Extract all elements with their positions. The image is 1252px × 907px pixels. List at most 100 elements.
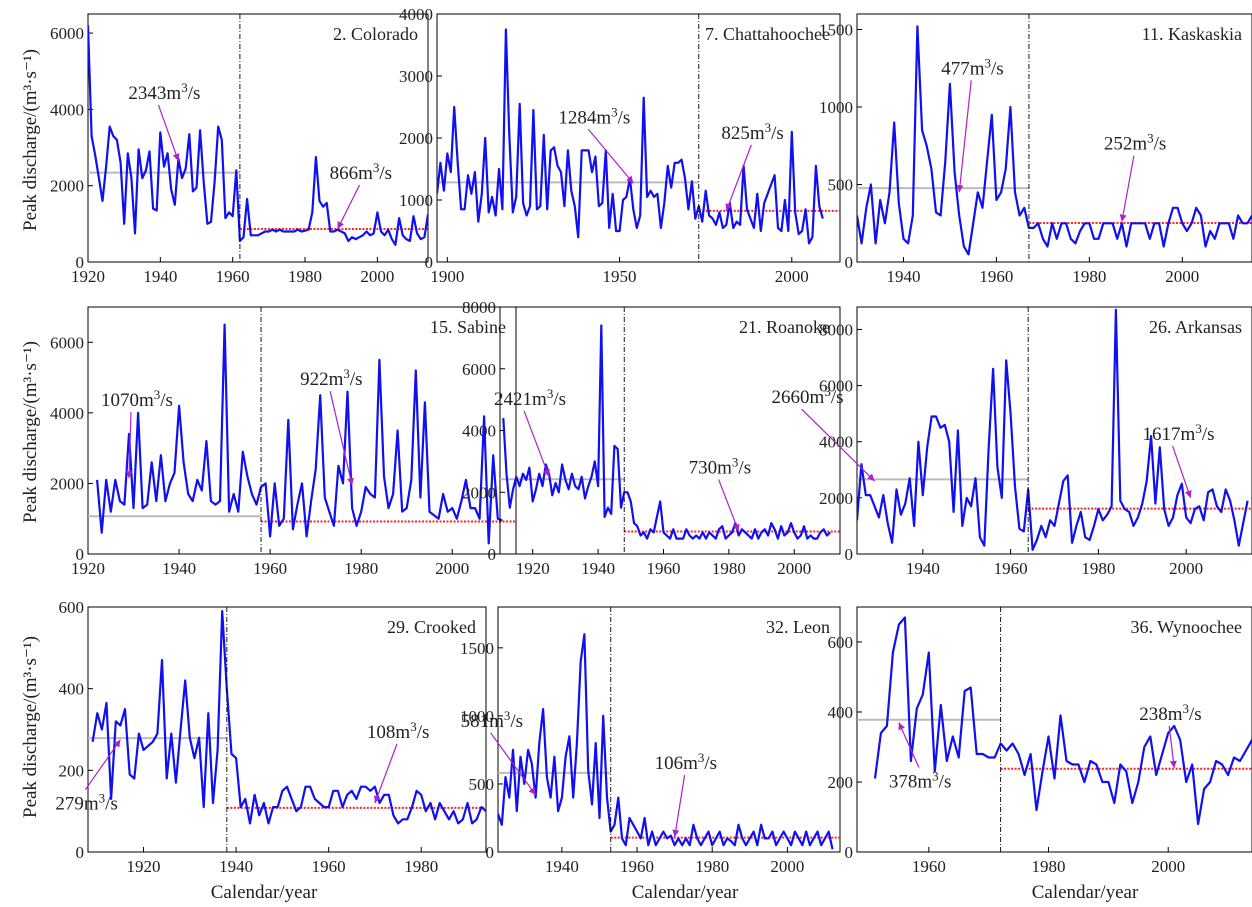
x-tick-label: 2000 <box>775 267 809 286</box>
y-tick-label: 2000 <box>50 474 84 493</box>
annotation-arrow-head <box>125 471 133 479</box>
y-tick-label: 8000 <box>819 320 853 339</box>
y-axis-label-row-2: Peak discharge/(m³·s⁻¹) <box>20 341 41 523</box>
annotation-arrow-line <box>337 184 361 230</box>
panel-title: 7. Chattahoochee <box>705 24 830 44</box>
x-axis-label-col-2: Calendar/year <box>632 882 739 903</box>
annotation-arrow-head <box>732 523 740 532</box>
annotation-label: 279m3/s <box>55 791 117 815</box>
x-tick-label: 1960 <box>979 267 1013 286</box>
y-tick-label: 2000 <box>819 489 853 508</box>
panel-title: 21. Roanoke <box>739 317 830 337</box>
annotation-arrow-line <box>128 412 132 479</box>
x-tick-label: 2000 <box>1165 267 1199 286</box>
x-tick-label: 1940 <box>581 559 615 578</box>
plot-area <box>857 25 1252 256</box>
y-tick-label: 3000 <box>399 67 433 86</box>
annotation-arrow-head <box>626 175 634 184</box>
y-tick-label: 6000 <box>50 333 84 352</box>
x-tick-label: 1940 <box>906 559 940 578</box>
annotation-label: 1070m3/s <box>101 387 173 411</box>
y-tick-label: 1000 <box>399 191 433 210</box>
plot-frame <box>856 606 1252 853</box>
x-tick-label: 1980 <box>1032 857 1066 876</box>
y-tick-label: 600 <box>828 633 854 652</box>
annotation-arrow-line <box>718 479 740 532</box>
annotation-arrow-head <box>528 787 536 795</box>
annotation-label: 108m3/s <box>367 719 429 743</box>
panel-chattahoochee: 0 1000 2000 3000 4000 1900 1950 2000 7. Chattaho… <box>399 5 841 286</box>
annotation-arrow-line <box>725 144 752 212</box>
annotation-arrow-line <box>329 391 353 486</box>
annotation-label: 2660m3/s <box>772 384 844 408</box>
panel-title: 36. Wynoochee <box>1130 617 1242 637</box>
x-tick-label: 1900 <box>430 267 464 286</box>
annotation-arrow-head <box>725 203 733 211</box>
x-axis-label-col-3: Calendar/year <box>1032 882 1139 903</box>
y-tick-label: 4000 <box>50 100 84 119</box>
annotation-arrow-head <box>337 221 344 229</box>
panel-title: 26. Arkansas <box>1149 317 1242 337</box>
annotation-arrow-line <box>898 722 920 768</box>
panel-wynoochee: 0 200 400 600 1960 1980 2000 36. Wynoochee 378m3… <box>828 606 1252 876</box>
x-tick-label: 1960 <box>912 857 946 876</box>
annotation-arrow-head <box>1169 760 1177 768</box>
annotation-label: 2421m3/s <box>494 386 566 410</box>
x-tick-label: 1960 <box>620 857 654 876</box>
plot-frame <box>87 606 487 853</box>
panel-kaskaskia: 0 500 1000 1500 1940 1960 1980 2000 11. Kaskaski… <box>819 13 1252 286</box>
panel-title: 2. Colorado <box>333 24 418 44</box>
annotation-arrow-line <box>1121 155 1135 222</box>
annotation-arrow-head <box>672 829 680 838</box>
panel-sabine: 0 2000 4000 6000 1920 1940 1960 1980 2000 15. Sab… <box>50 306 517 578</box>
annotation-label: 477m3/s <box>941 55 1003 79</box>
annotation-arrow-line <box>587 128 634 184</box>
discharge-series-line <box>437 28 824 245</box>
plot-area <box>857 308 1252 551</box>
y-tick-label: 0 <box>486 843 495 862</box>
x-tick-label: 1920 <box>71 267 105 286</box>
plot-area <box>88 25 428 246</box>
x-tick-label: 1960 <box>994 559 1028 578</box>
x-tick-label: 1980 <box>695 857 729 876</box>
x-tick-label: 1940 <box>545 857 579 876</box>
x-tick-label: 1960 <box>312 857 346 876</box>
annotation-label: 825m3/s <box>721 120 783 144</box>
plot-area <box>498 633 840 850</box>
annotation-label: 2343m3/s <box>128 80 200 104</box>
discharge-series-line <box>88 25 428 246</box>
y-tick-label: 200 <box>59 761 85 780</box>
y-tick-label: 6000 <box>819 377 853 396</box>
y-tick-label: 2000 <box>50 177 84 196</box>
y-tick-label: 600 <box>59 598 85 617</box>
plot-frame <box>497 606 841 853</box>
plot-area <box>857 616 1252 826</box>
y-tick-label: 1500 <box>460 639 494 658</box>
discharge-series-line <box>91 609 486 825</box>
y-tick-label: 0 <box>845 843 854 862</box>
plot-frame <box>87 306 517 555</box>
annotation-arrow-head <box>113 739 121 748</box>
annotation-arrow-head <box>374 795 381 803</box>
x-tick-label: 1950 <box>603 267 637 286</box>
panel-colorado: 0 2000 4000 6000 1920 1940 1960 1980 2000 2. Colo… <box>50 13 429 286</box>
x-tick-label: 1940 <box>219 857 253 876</box>
panel-arkansas: 02000400060008000194019601980200026. Ark… <box>772 306 1252 578</box>
y-tick-label: 4000 <box>50 404 84 423</box>
annotation-label: 922m3/s <box>300 366 362 390</box>
x-tick-label: 2000 <box>1151 857 1185 876</box>
y-tick-label: 0 <box>76 253 85 272</box>
y-tick-label: 0 <box>845 253 854 272</box>
annotation-arrow-head <box>867 473 875 482</box>
y-tick-label: 500 <box>828 176 854 195</box>
annotation-arrow-line <box>490 732 537 796</box>
plot-frame <box>856 306 1252 555</box>
y-tick-label: 1000 <box>460 707 494 726</box>
panel-leon: 0 500 1000 1500 1940 1960 1980 2000 32. Leon 581m… <box>460 606 841 876</box>
annotation-arrow-head <box>956 184 964 193</box>
y-tick-label: 6000 <box>50 24 84 43</box>
y-tick-label: 1000 <box>819 98 853 117</box>
discharge-series-line <box>857 25 1252 256</box>
y-tick-label: 1500 <box>819 21 853 40</box>
